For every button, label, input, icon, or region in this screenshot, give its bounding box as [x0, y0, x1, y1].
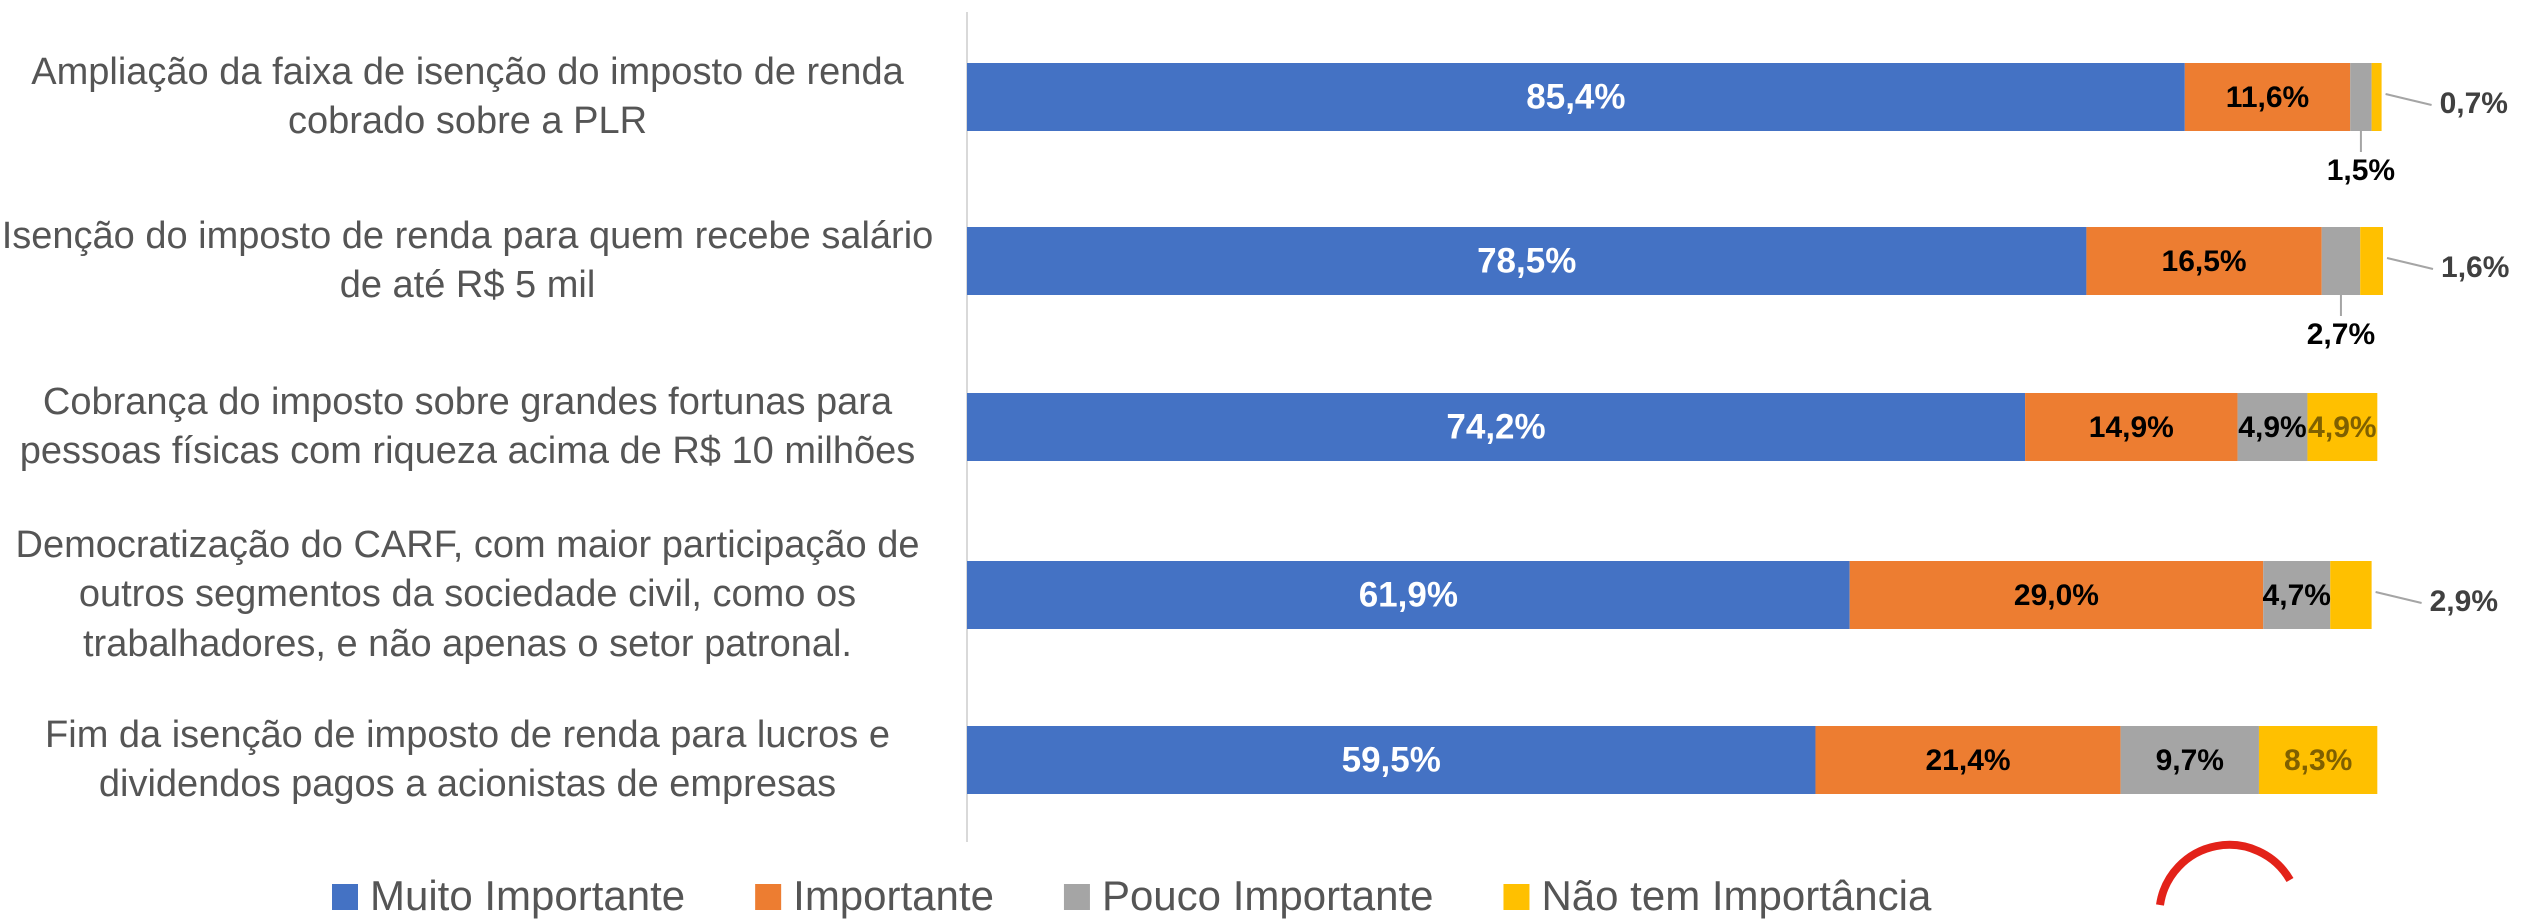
legend-swatch — [1063, 884, 1090, 910]
data-label: 9,7% — [2156, 744, 2224, 777]
data-label: 21,4% — [1926, 744, 2011, 777]
leader-line — [2386, 257, 2434, 270]
leader-line — [2375, 591, 2422, 604]
bar-segment — [1815, 726, 2121, 794]
data-label: 61,9% — [1359, 575, 1458, 614]
bar-segment — [967, 63, 2185, 131]
bar-segment — [2184, 63, 2351, 131]
bar-segment — [2025, 393, 2238, 461]
category-label: Cobrança do imposto sobre grandes fortun… — [19, 380, 916, 472]
data-label: 1,5% — [2327, 154, 2395, 187]
leader-line — [2385, 93, 2432, 106]
bar-segment — [2321, 227, 2361, 295]
legend-label: Não tem Importância — [1541, 872, 1931, 919]
category-label: Ampliação da faixa de isenção do imposto… — [31, 50, 904, 142]
data-label: 2,9% — [2430, 585, 2498, 618]
logo-arc — [2156, 840, 2294, 906]
legend-label: Muito Importante — [370, 872, 685, 919]
legend-swatch — [755, 884, 782, 910]
category-label: Democratização do CARF, com maior partic… — [15, 523, 920, 665]
category-label: Isenção do imposto de renda para quem re… — [1, 214, 934, 306]
data-label: 11,6% — [2226, 81, 2309, 114]
bar-segment — [2237, 393, 2308, 461]
data-label: 85,4% — [1526, 77, 1625, 116]
data-label: 4,9% — [2238, 411, 2306, 444]
legend-label: Pouco Importante — [1102, 872, 1434, 919]
data-label: 74,2% — [1446, 407, 1545, 446]
bar-segment — [967, 393, 2026, 461]
bar-segment — [2258, 726, 2378, 794]
data-label: 0,7% — [2440, 87, 2508, 120]
bar-segment — [2263, 561, 2331, 629]
data-label: 4,7% — [2263, 579, 2331, 612]
bar-segment — [2307, 393, 2378, 461]
bar-segment — [967, 227, 2087, 295]
bar-segment — [2330, 561, 2372, 629]
data-label: 16,5% — [2162, 245, 2247, 278]
data-label: 29,0% — [2014, 579, 2099, 612]
bar-segment — [967, 561, 1850, 629]
data-label: 78,5% — [1477, 241, 1576, 280]
legend-swatch — [1503, 884, 1530, 910]
data-label: 2,7% — [2307, 318, 2375, 351]
category-label: Fim da isenção de imposto de renda para … — [45, 713, 890, 805]
bar-segment — [2360, 227, 2384, 295]
bar-segment — [2120, 726, 2259, 794]
bar-segment — [2086, 227, 2322, 295]
bar-segment — [2371, 63, 2382, 131]
legend-swatch — [332, 884, 358, 910]
legend-label: Importante — [793, 872, 994, 919]
data-label: 8,3% — [2284, 744, 2352, 777]
bar-segment — [967, 726, 1816, 794]
bar-segment — [2350, 63, 2372, 131]
bar-segment — [1849, 561, 2264, 629]
data-label: 1,6% — [2441, 251, 2509, 284]
data-label: 14,9% — [2089, 411, 2174, 444]
data-label: 4,9% — [2308, 411, 2376, 444]
data-label: 59,5% — [1342, 740, 1441, 779]
